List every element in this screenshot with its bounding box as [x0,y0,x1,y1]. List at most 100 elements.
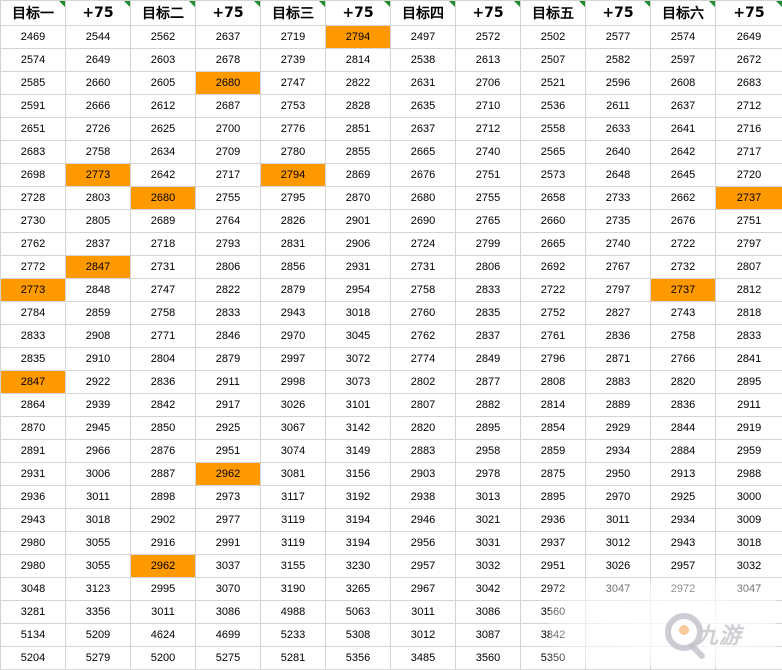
table-cell[interactable]: 2882 [456,394,521,417]
table-cell[interactable]: 2698 [1,164,66,187]
table-cell[interactable]: 2870 [326,187,391,210]
table-cell[interactable]: 2765 [456,210,521,233]
table-cell[interactable]: 2903 [391,463,456,486]
table-cell[interactable]: 2879 [196,348,261,371]
table-cell[interactable]: 2925 [651,486,716,509]
table-cell[interactable]: 2662 [651,187,716,210]
table-cell[interactable]: 2645 [651,164,716,187]
table-cell[interactable]: 3026 [261,394,326,417]
table-cell[interactable]: 2660 [66,72,131,95]
table-cell[interactable]: 3072 [326,348,391,371]
table-cell[interactable]: 2635 [391,95,456,118]
table-cell[interactable]: 2831 [261,233,326,256]
table-cell[interactable]: 2648 [586,164,651,187]
table-cell[interactable]: 5134 [1,624,66,647]
table-cell[interactable]: 2812 [716,279,782,302]
table-cell[interactable]: 2719 [261,26,326,49]
table-cell[interactable]: 2851 [326,118,391,141]
table-cell[interactable]: 2991 [196,532,261,555]
table-cell[interactable]: 2660 [521,210,586,233]
table-cell[interactable]: 2828 [326,95,391,118]
table-cell[interactable]: 2747 [131,279,196,302]
table-cell[interactable]: 2959 [716,440,782,463]
table-cell[interactable]: 2758 [66,141,131,164]
table-cell[interactable]: 2780 [261,141,326,164]
table-cell[interactable]: 2680 [131,187,196,210]
table-cell[interactable]: 2848 [66,279,131,302]
table-cell[interactable]: 2908 [66,325,131,348]
table-cell[interactable]: 2743 [651,302,716,325]
table-cell[interactable]: 2884 [651,440,716,463]
table-cell[interactable]: 2712 [456,118,521,141]
table-cell[interactable]: 2658 [521,187,586,210]
table-cell[interactable]: 2772 [1,256,66,279]
table-cell[interactable]: 5356 [326,647,391,670]
table-cell[interactable]: 2717 [196,164,261,187]
table-cell[interactable]: 2864 [1,394,66,417]
table-cell[interactable] [716,647,782,670]
table-cell[interactable]: 2665 [391,141,456,164]
table-cell[interactable]: 2980 [1,555,66,578]
table-cell[interactable]: 2998 [261,371,326,394]
table-cell[interactable]: 3048 [1,578,66,601]
table-cell[interactable]: 2970 [586,486,651,509]
table-cell[interactable]: 2469 [1,26,66,49]
table-cell[interactable]: 2574 [651,26,716,49]
table-cell[interactable]: 2891 [1,440,66,463]
table-cell[interactable]: 3011 [391,601,456,624]
table-cell[interactable] [586,624,651,647]
table-cell[interactable]: 2958 [456,440,521,463]
table-cell[interactable]: 5275 [196,647,261,670]
table-cell[interactable]: 2869 [326,164,391,187]
table-cell[interactable]: 2895 [456,417,521,440]
column-header[interactable]: +75 [196,1,261,26]
table-cell[interactable]: 2773 [1,279,66,302]
table-cell[interactable]: 2876 [131,440,196,463]
column-header[interactable]: 目标六 [651,1,716,26]
table-cell[interactable]: 3560 [521,601,586,624]
table-cell[interactable]: 2826 [261,210,326,233]
table-cell[interactable]: 2731 [391,256,456,279]
table-cell[interactable]: 2849 [456,348,521,371]
table-cell[interactable]: 5204 [1,647,66,670]
table-cell[interactable]: 2565 [521,141,586,164]
table-cell[interactable]: 2731 [131,256,196,279]
table-cell[interactable]: 3055 [66,555,131,578]
table-cell[interactable]: 2973 [196,486,261,509]
table-cell[interactable]: 5209 [66,624,131,647]
table-cell[interactable]: 2814 [326,49,391,72]
table-cell[interactable]: 2988 [716,463,782,486]
table-cell[interactable]: 2887 [131,463,196,486]
table-cell[interactable]: 2637 [196,26,261,49]
table-cell[interactable]: 5233 [261,624,326,647]
table-cell[interactable]: 4624 [131,624,196,647]
table-cell[interactable]: 2978 [456,463,521,486]
table-cell[interactable]: 2761 [521,325,586,348]
table-cell[interactable]: 2922 [66,371,131,394]
table-cell[interactable]: 3011 [66,486,131,509]
column-header[interactable]: +75 [716,1,782,26]
table-cell[interactable]: 2758 [131,302,196,325]
table-cell[interactable]: 3067 [261,417,326,440]
table-cell[interactable]: 2877 [456,371,521,394]
table-cell[interactable]: 2497 [391,26,456,49]
table-cell[interactable]: 2799 [456,233,521,256]
table-cell[interactable]: 2837 [456,325,521,348]
table-cell[interactable]: 2889 [586,394,651,417]
table-cell[interactable]: 2692 [521,256,586,279]
table-cell[interactable]: 2784 [1,302,66,325]
table-cell[interactable]: 3013 [456,486,521,509]
table-cell[interactable]: 2633 [586,118,651,141]
table-cell[interactable]: 3560 [456,647,521,670]
table-cell[interactable]: 2936 [1,486,66,509]
table-cell[interactable]: 2733 [586,187,651,210]
table-cell[interactable]: 2807 [716,256,782,279]
table-cell[interactable]: 2502 [521,26,586,49]
table-cell[interactable]: 2767 [586,256,651,279]
table-cell[interactable]: 2603 [131,49,196,72]
table-cell[interactable]: 2820 [651,371,716,394]
table-cell[interactable]: 2605 [131,72,196,95]
column-header[interactable]: +75 [586,1,651,26]
table-cell[interactable]: 2544 [66,26,131,49]
table-cell[interactable]: 2856 [261,256,326,279]
